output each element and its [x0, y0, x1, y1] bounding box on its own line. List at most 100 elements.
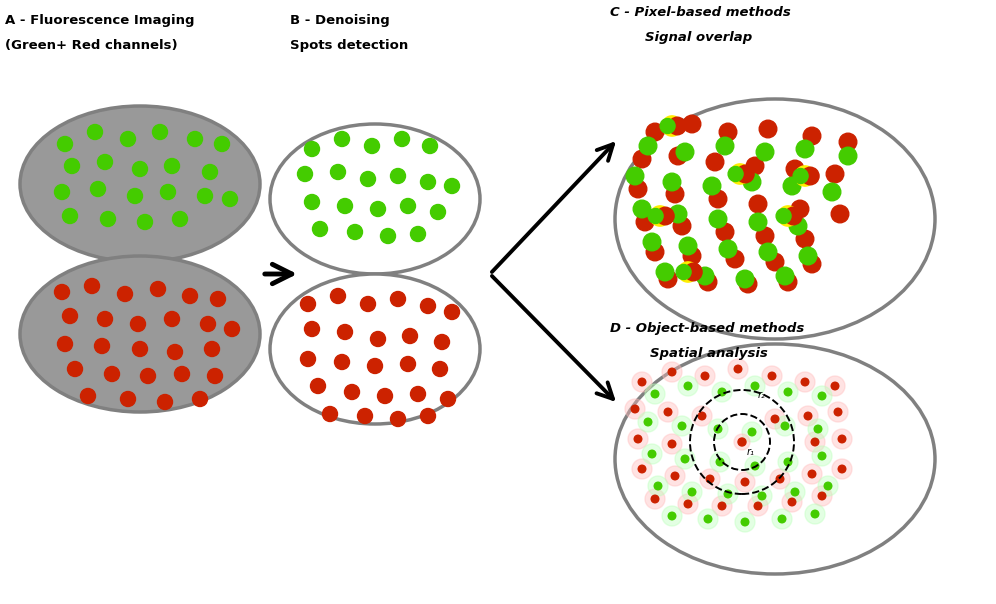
Circle shape: [742, 422, 762, 442]
Circle shape: [207, 368, 222, 384]
Circle shape: [98, 155, 113, 170]
Circle shape: [839, 435, 846, 443]
Circle shape: [662, 116, 682, 136]
Circle shape: [648, 208, 663, 223]
Circle shape: [735, 472, 755, 492]
Text: C - Pixel-based methods: C - Pixel-based methods: [610, 6, 791, 19]
Circle shape: [658, 402, 678, 422]
Circle shape: [759, 120, 777, 138]
Circle shape: [132, 341, 147, 356]
Circle shape: [771, 415, 779, 423]
Circle shape: [718, 502, 726, 510]
Circle shape: [818, 476, 838, 496]
Circle shape: [730, 164, 750, 184]
Circle shape: [728, 359, 748, 379]
Circle shape: [700, 469, 720, 489]
Circle shape: [132, 161, 147, 176]
Circle shape: [701, 372, 709, 380]
Circle shape: [660, 118, 675, 133]
Circle shape: [390, 169, 405, 184]
Circle shape: [716, 137, 734, 155]
Circle shape: [772, 509, 792, 529]
Circle shape: [638, 465, 645, 473]
Circle shape: [666, 185, 684, 203]
Circle shape: [684, 382, 692, 390]
Circle shape: [775, 416, 795, 436]
Circle shape: [629, 180, 646, 198]
Circle shape: [706, 153, 724, 171]
Circle shape: [410, 387, 425, 402]
Circle shape: [432, 362, 447, 376]
Ellipse shape: [20, 256, 260, 412]
Circle shape: [632, 372, 652, 392]
Circle shape: [802, 464, 822, 484]
Circle shape: [678, 376, 698, 396]
Text: B - Denoising: B - Denoising: [290, 14, 389, 27]
Circle shape: [716, 223, 734, 241]
Circle shape: [63, 309, 78, 324]
Ellipse shape: [20, 106, 260, 262]
Circle shape: [699, 273, 717, 291]
Circle shape: [765, 409, 785, 429]
Circle shape: [638, 378, 645, 386]
Circle shape: [323, 406, 338, 422]
Circle shape: [81, 388, 96, 403]
Circle shape: [648, 476, 668, 496]
Circle shape: [88, 124, 103, 140]
Circle shape: [649, 206, 670, 226]
Circle shape: [638, 412, 658, 432]
Circle shape: [776, 208, 791, 223]
Circle shape: [639, 137, 656, 155]
Circle shape: [644, 418, 651, 426]
Circle shape: [305, 141, 320, 156]
Circle shape: [214, 137, 229, 152]
Text: (Green+ Red channels): (Green+ Red channels): [5, 39, 177, 52]
Circle shape: [778, 515, 786, 523]
Circle shape: [676, 143, 694, 161]
Circle shape: [55, 284, 70, 300]
Circle shape: [678, 494, 698, 514]
Circle shape: [380, 228, 395, 243]
Circle shape: [782, 492, 802, 512]
Circle shape: [778, 382, 798, 402]
Circle shape: [394, 132, 409, 147]
Circle shape: [164, 158, 179, 173]
Circle shape: [651, 495, 658, 503]
Circle shape: [801, 378, 809, 386]
Circle shape: [795, 372, 815, 392]
Circle shape: [679, 237, 697, 255]
Circle shape: [58, 336, 73, 352]
Circle shape: [665, 466, 685, 486]
Circle shape: [802, 167, 819, 185]
Circle shape: [735, 512, 755, 532]
Circle shape: [734, 434, 750, 450]
Circle shape: [789, 217, 807, 235]
Circle shape: [805, 432, 825, 452]
Circle shape: [832, 382, 839, 390]
Circle shape: [648, 450, 655, 458]
Circle shape: [825, 376, 845, 396]
Circle shape: [751, 462, 759, 470]
Text: Spatial analysis: Spatial analysis: [650, 347, 768, 360]
Circle shape: [752, 486, 772, 506]
Ellipse shape: [270, 274, 480, 424]
Circle shape: [301, 297, 316, 312]
Circle shape: [776, 475, 784, 483]
Circle shape: [202, 164, 217, 179]
Circle shape: [808, 419, 828, 439]
Circle shape: [137, 214, 152, 230]
Circle shape: [828, 402, 848, 422]
Circle shape: [683, 247, 701, 265]
Circle shape: [634, 435, 641, 443]
Circle shape: [668, 117, 686, 135]
Circle shape: [338, 199, 353, 213]
Circle shape: [766, 253, 784, 271]
Circle shape: [311, 379, 326, 393]
Circle shape: [751, 382, 759, 390]
Circle shape: [668, 512, 676, 520]
Circle shape: [692, 406, 712, 426]
Circle shape: [626, 167, 643, 185]
Circle shape: [818, 392, 826, 400]
Circle shape: [368, 359, 382, 373]
Circle shape: [662, 434, 682, 454]
